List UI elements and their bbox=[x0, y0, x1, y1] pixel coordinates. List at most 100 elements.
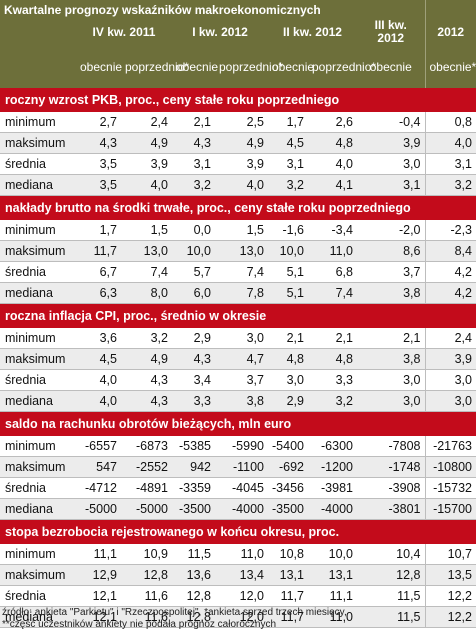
row-label: minimum bbox=[0, 328, 76, 349]
value-cell: 7,4 bbox=[215, 261, 268, 283]
value-cell: -3801 bbox=[357, 498, 425, 520]
value-cell: 4,2 bbox=[424, 282, 476, 304]
value-cell: -10800 bbox=[424, 456, 476, 478]
value-cell: 2,4 bbox=[424, 328, 476, 349]
row-label: średnia bbox=[0, 261, 76, 283]
value-cell: -4000 bbox=[308, 498, 357, 520]
sub-header-obecnie: obecnie bbox=[357, 45, 425, 88]
value-cell: 7,8 bbox=[215, 282, 268, 304]
row-label: mediana bbox=[0, 606, 76, 628]
value-cell: 3,2 bbox=[308, 390, 357, 412]
sub-header-poprzednio: poprzednio* bbox=[308, 45, 376, 88]
value-cell: -15700 bbox=[424, 498, 476, 520]
value-cell: 4,3 bbox=[172, 132, 215, 154]
value-cell: 3,2 bbox=[172, 174, 215, 196]
table-row: maksimum 4,5 4,9 4,3 4,7 4,8 4,8 3,8 3,9 bbox=[0, 348, 476, 370]
value-cell: 10,4 bbox=[357, 544, 425, 565]
value-cell: -21763 bbox=[424, 436, 476, 457]
value-cell: 1,5 bbox=[121, 220, 172, 241]
value-cell: 11,1 bbox=[308, 585, 357, 607]
value-cell: -5990 bbox=[215, 436, 268, 457]
row-label: maksimum bbox=[0, 240, 76, 262]
section-header: saldo na rachunku obrotów bieżących, mln… bbox=[0, 411, 476, 436]
value-cell: 2,9 bbox=[172, 328, 215, 349]
value-cell: -5000 bbox=[76, 498, 121, 520]
value-cell: 4,3 bbox=[172, 348, 215, 370]
value-cell: 4,8 bbox=[308, 132, 357, 154]
value-cell: 10,0 bbox=[308, 544, 357, 565]
value-cell: 4,5 bbox=[76, 348, 121, 370]
period-header: III kw. 2012 bbox=[357, 19, 425, 45]
value-cell: 3,3 bbox=[172, 390, 215, 412]
row-label: maksimum bbox=[0, 132, 76, 154]
value-cell: 3,9 bbox=[121, 153, 172, 175]
section-title: nakłady brutto na środki trwałe, proc., … bbox=[0, 195, 476, 220]
table-row: mediana 12,1 11,6 12,8 12,0 11,7 11,0 11,5 12,2 bbox=[0, 606, 476, 628]
value-cell: 0,0 bbox=[172, 220, 215, 241]
value-cell: 2,4 bbox=[121, 112, 172, 133]
value-cell: 3,6 bbox=[76, 328, 121, 349]
value-cell: 11,6 bbox=[121, 606, 172, 628]
value-cell: 3,9 bbox=[215, 153, 268, 175]
value-cell: 1,7 bbox=[268, 112, 308, 133]
value-cell: -3456 bbox=[268, 477, 308, 499]
sub-header-obecnie: obecnie bbox=[172, 45, 218, 88]
value-cell: 6,3 bbox=[76, 282, 121, 304]
value-cell: 3,7 bbox=[357, 261, 425, 283]
table-row: maksimum 11,7 13,0 10,0 13,0 10,0 11,0 8,6 8,4 bbox=[0, 240, 476, 262]
value-cell: -1,6 bbox=[268, 220, 308, 241]
section-title: stopa bezrobocia rejestrowanego w końcu … bbox=[0, 519, 476, 544]
value-cell: 4,5 bbox=[268, 132, 308, 154]
value-cell: 11,0 bbox=[215, 544, 268, 565]
section-header: roczna inflacja CPI, proc., średnio w ok… bbox=[0, 303, 476, 328]
value-cell: 8,0 bbox=[121, 282, 172, 304]
title-spacer bbox=[424, 0, 476, 19]
value-cell: 12,8 bbox=[172, 585, 215, 607]
row-label: minimum bbox=[0, 112, 76, 133]
value-cell: 3,0 bbox=[424, 390, 476, 412]
value-cell: 1,5 bbox=[215, 220, 268, 241]
row-label: średnia bbox=[0, 369, 76, 391]
value-cell: 4,3 bbox=[76, 132, 121, 154]
sub-header-obecnie: obecnie bbox=[76, 45, 122, 88]
value-cell: 3,0 bbox=[424, 369, 476, 391]
value-cell: -4712 bbox=[76, 477, 121, 499]
row-label: minimum bbox=[0, 220, 76, 241]
value-cell: 8,6 bbox=[357, 240, 425, 262]
value-cell: 2,1 bbox=[172, 112, 215, 133]
value-cell: 12,2 bbox=[424, 606, 476, 628]
value-cell: 12,1 bbox=[76, 585, 121, 607]
value-cell: 3,1 bbox=[424, 153, 476, 175]
value-cell: 6,0 bbox=[172, 282, 215, 304]
row-label: maksimum bbox=[0, 348, 76, 370]
row-label: średnia bbox=[0, 585, 76, 607]
value-cell: 10,8 bbox=[268, 544, 308, 565]
value-cell: -7808 bbox=[357, 436, 425, 457]
value-cell: 4,3 bbox=[121, 390, 172, 412]
value-cell: 5,7 bbox=[172, 261, 215, 283]
value-cell: 12,1 bbox=[76, 606, 121, 628]
value-cell: -6873 bbox=[121, 436, 172, 457]
value-cell: 12,8 bbox=[357, 564, 425, 586]
value-cell: 11,5 bbox=[172, 544, 215, 565]
value-cell: 3,0 bbox=[215, 328, 268, 349]
sub-header-poprzednio: poprzednio* bbox=[215, 45, 283, 88]
value-cell: 3,8 bbox=[357, 282, 425, 304]
value-cell: 12,8 bbox=[121, 564, 172, 586]
value-cell: 11,0 bbox=[308, 240, 357, 262]
table-title: Kwartalne prognozy wskaźników makroekono… bbox=[0, 0, 425, 19]
value-cell: 2,1 bbox=[308, 328, 357, 349]
table-header: Kwartalne prognozy wskaźników makroekono… bbox=[0, 0, 476, 88]
section-header: nakłady brutto na środki trwałe, proc., … bbox=[0, 195, 476, 220]
value-cell: 2,5 bbox=[215, 112, 268, 133]
value-cell: 3,9 bbox=[357, 132, 425, 154]
value-cell: 4,7 bbox=[215, 348, 268, 370]
value-cell: 13,5 bbox=[424, 564, 476, 586]
value-cell: 2,1 bbox=[268, 328, 308, 349]
period-header: II kw. 2012 bbox=[268, 19, 357, 45]
value-cell: -2552 bbox=[121, 456, 172, 478]
value-cell: 11,5 bbox=[357, 585, 425, 607]
section-header: stopa bezrobocia rejestrowanego w końcu … bbox=[0, 519, 476, 544]
value-cell: 4,9 bbox=[215, 132, 268, 154]
table-row: minimum 2,7 2,4 2,1 2,5 1,7 2,6 -0,4 0,8 bbox=[0, 112, 476, 133]
